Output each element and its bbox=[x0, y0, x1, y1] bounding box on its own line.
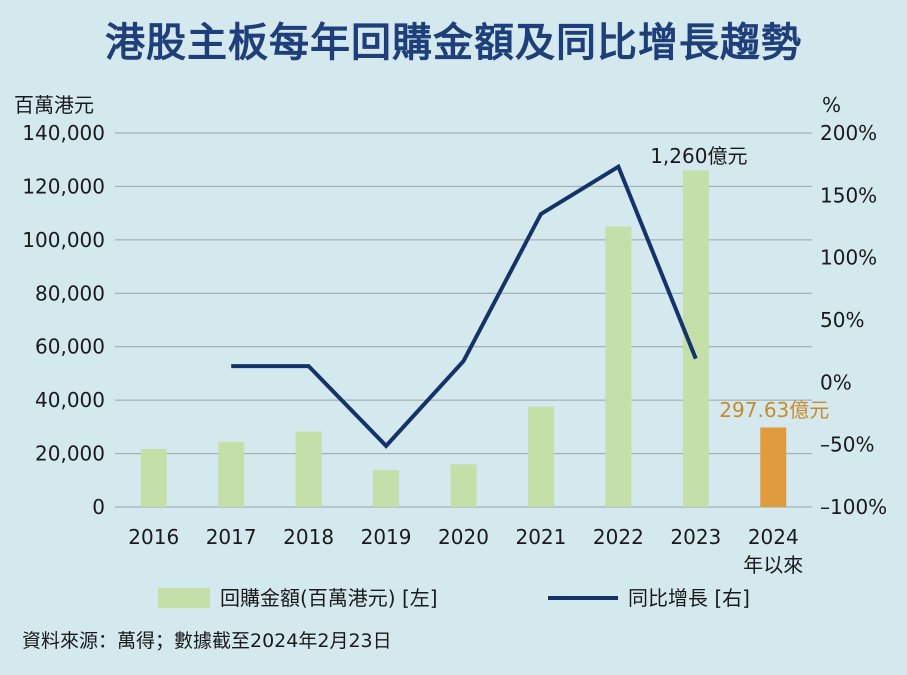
right-tick-label: –50% bbox=[820, 433, 874, 457]
bar bbox=[450, 464, 477, 507]
x-tick-label: 2018 bbox=[283, 525, 334, 549]
annotation-2023: 1,260億元 bbox=[650, 144, 747, 168]
left-tick-label: 100,000 bbox=[22, 228, 105, 252]
x-tick-label: 年以來 bbox=[743, 553, 803, 577]
left-axis-ticks: 0 20,000 40,000 60,000 80,000 100,000 120,000 1… bbox=[14, 93, 105, 519]
right-tick-label: 200% bbox=[820, 121, 877, 145]
x-tick-label: 2022 bbox=[593, 525, 644, 549]
x-tick-label: 2016 bbox=[128, 525, 179, 549]
annotation-2024: 297.63億元 bbox=[719, 398, 829, 422]
left-tick-label: 80,000 bbox=[35, 281, 105, 305]
x-tick-label: 2024 bbox=[748, 525, 799, 549]
bar bbox=[605, 226, 632, 507]
left-tick-label: 0 bbox=[92, 495, 105, 519]
legend: 回購金額(百萬港元) [左] 同比增長 [右] bbox=[158, 586, 750, 610]
bar bbox=[527, 406, 554, 507]
right-tick-label: 50% bbox=[820, 308, 864, 332]
x-tick-label: 2017 bbox=[206, 525, 257, 549]
source-note: 資料來源：萬得；數據截至2024年2月23日 bbox=[22, 630, 392, 652]
right-tick-label: 150% bbox=[820, 183, 877, 207]
bar bbox=[140, 449, 167, 507]
right-axis-label: % bbox=[822, 93, 841, 117]
x-tick-label: 2023 bbox=[670, 525, 721, 549]
bar bbox=[373, 470, 400, 507]
annotations: 1,260億元 297.63億元 bbox=[650, 144, 829, 422]
left-tick-label: 40,000 bbox=[35, 388, 105, 412]
x-tick-label: 2019 bbox=[361, 525, 412, 549]
right-tick-label: 100% bbox=[820, 246, 877, 270]
chart-title: 港股主板每年回購金額及同比增長趨勢 bbox=[105, 20, 802, 66]
bar bbox=[760, 427, 787, 507]
left-axis-label: 百萬港元 bbox=[14, 93, 94, 117]
legend-line-label: 同比增長 [右] bbox=[628, 586, 750, 610]
right-tick-label: 0% bbox=[820, 370, 852, 394]
legend-bar-swatch bbox=[158, 588, 210, 608]
growth-line bbox=[231, 163, 698, 449]
left-tick-label: 120,000 bbox=[22, 174, 105, 198]
legend-bar-label: 回購金額(百萬港元) [左] bbox=[220, 586, 438, 610]
bar bbox=[295, 431, 322, 507]
bar-series bbox=[140, 170, 787, 507]
x-tick-label: 2020 bbox=[438, 525, 489, 549]
left-tick-label: 20,000 bbox=[35, 442, 105, 466]
line-series bbox=[231, 163, 698, 449]
bar bbox=[218, 442, 245, 507]
x-tick-label: 2021 bbox=[515, 525, 566, 549]
right-axis-ticks: –100% –50% 0% 50% 100% 150% 200%% bbox=[820, 93, 887, 519]
x-axis-ticks: 2016 2017 2018 2019 2020 2021 2022 2023 2024 年以來 bbox=[128, 525, 803, 577]
left-tick-label: 60,000 bbox=[35, 335, 105, 359]
right-tick-label: –100% bbox=[820, 495, 887, 519]
left-tick-label: 140,000 bbox=[22, 121, 105, 145]
